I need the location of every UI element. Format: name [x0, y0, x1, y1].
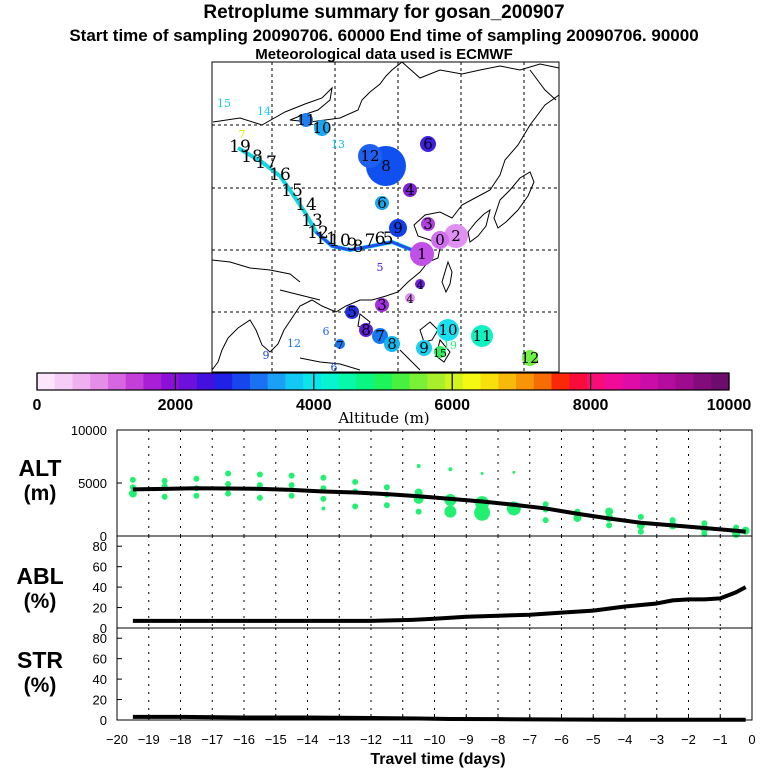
- plume-cluster-label: 6: [423, 135, 433, 153]
- plume-cluster-label: 7: [337, 339, 344, 352]
- coastlines: [211, 61, 560, 371]
- plume-cluster-label: 8: [387, 335, 397, 353]
- plume-cluster-label: 11: [296, 111, 315, 129]
- plume-cluster-marker: [416, 340, 432, 356]
- plume-cluster-marker: [405, 293, 415, 303]
- plume-cluster-label: 8: [361, 321, 371, 339]
- plume-cluster-label: 6: [331, 361, 338, 374]
- map-grid: [212, 62, 559, 372]
- trajectory-day-label: 16: [269, 165, 291, 185]
- plume-cluster-label: 9: [419, 339, 429, 357]
- plume-cluster-label: 10: [438, 321, 457, 339]
- plume-cluster-marker: [359, 323, 373, 337]
- plume-cluster-label: 7: [239, 128, 246, 141]
- plume-cluster-marker: [471, 325, 493, 347]
- plume-cluster-label: 12: [287, 337, 301, 350]
- plume-cluster-label: 9: [393, 219, 403, 237]
- plume-cluster-label: 12: [360, 147, 379, 165]
- plume-cluster-marker: [384, 336, 400, 352]
- plume-cluster-label: 6: [323, 325, 330, 338]
- plume-cluster-marker: [299, 113, 313, 127]
- plume-cluster-marker: [420, 136, 436, 152]
- trajectory-day-label: 12: [307, 223, 329, 243]
- trajectory-day-label: 17: [255, 153, 277, 173]
- plume-cluster-label: 13: [331, 138, 345, 151]
- plume-cluster-marker: [434, 346, 446, 358]
- trajectory-day-label: 18: [241, 147, 263, 167]
- chart-title: Retroplume summary for gosan_200907: [203, 2, 565, 23]
- trajectory-day-label: 8: [353, 237, 364, 257]
- plume-cluster-label: 4: [417, 279, 424, 292]
- plume-cluster-label: 3: [377, 296, 387, 314]
- sampling-times: Start time of sampling 20090706. 60000 E…: [69, 26, 699, 45]
- plume-cluster-label: 9: [263, 349, 270, 362]
- plume-cluster-label: 2: [451, 227, 461, 245]
- plume-cluster-marker: [421, 217, 435, 231]
- plume-cluster-label: 15: [217, 97, 231, 110]
- plume-cluster-marker: [345, 305, 359, 319]
- plume-cluster-marker: [375, 196, 389, 210]
- plume-cluster-marker: [335, 339, 345, 349]
- trajectory-day-label: 15: [281, 181, 303, 201]
- trajectory-day-label: 9: [347, 235, 358, 255]
- plume-cluster-label: 0: [435, 231, 445, 249]
- plume-cluster-label: 6: [377, 194, 387, 212]
- plume-cluster-label: 5: [377, 261, 384, 274]
- plume-cluster-label: 4: [407, 293, 414, 306]
- plume-cluster-label: 3: [423, 215, 433, 233]
- plume-cluster-label: 10: [312, 119, 331, 137]
- trajectory-day-label: 7: [365, 231, 376, 251]
- plume-cluster-marker: [358, 144, 382, 168]
- plume-cluster-marker: [437, 319, 459, 341]
- plume-cluster-marker: [410, 242, 434, 266]
- plume-cluster-marker: [522, 350, 538, 366]
- trajectory-day-label: 5: [383, 229, 394, 249]
- trajectory-day-label: 14: [295, 195, 317, 215]
- trajectory-day-label: 19: [229, 137, 251, 157]
- plume-cluster-label: 11: [472, 327, 491, 345]
- plume-cluster-label: 1: [417, 245, 427, 263]
- trajectory-day-label: 11: [315, 229, 337, 249]
- plume-cluster-marker: [314, 120, 330, 136]
- plume-cluster-label: 14: [257, 105, 271, 118]
- plume-cluster-label: 19: [443, 339, 457, 352]
- plume-cluster-label: 5: [347, 303, 357, 321]
- plume-cluster-label: 7: [375, 327, 385, 345]
- plume-cluster-label: 4: [405, 181, 415, 199]
- plume-cluster-label: 15: [433, 347, 447, 360]
- plume-cluster-marker: [375, 298, 389, 312]
- plume-cluster-marker: [415, 279, 425, 289]
- met-data-note: Meteorological data used is ECMWF: [255, 46, 513, 63]
- plume-cluster-marker: [444, 224, 468, 248]
- plume-cluster-marker: [403, 183, 417, 197]
- plume-cluster-marker: [431, 231, 449, 249]
- plume-cluster-marker: [372, 328, 388, 344]
- plume-cluster-label: 8: [381, 157, 391, 175]
- plume-cluster-marker: [389, 219, 407, 237]
- plume-cluster-label: 12: [520, 349, 539, 367]
- trajectory-day-label: 13: [301, 211, 323, 231]
- trajectory-day-label: 6: [375, 229, 386, 249]
- trajectory-day-label: 10: [329, 231, 351, 251]
